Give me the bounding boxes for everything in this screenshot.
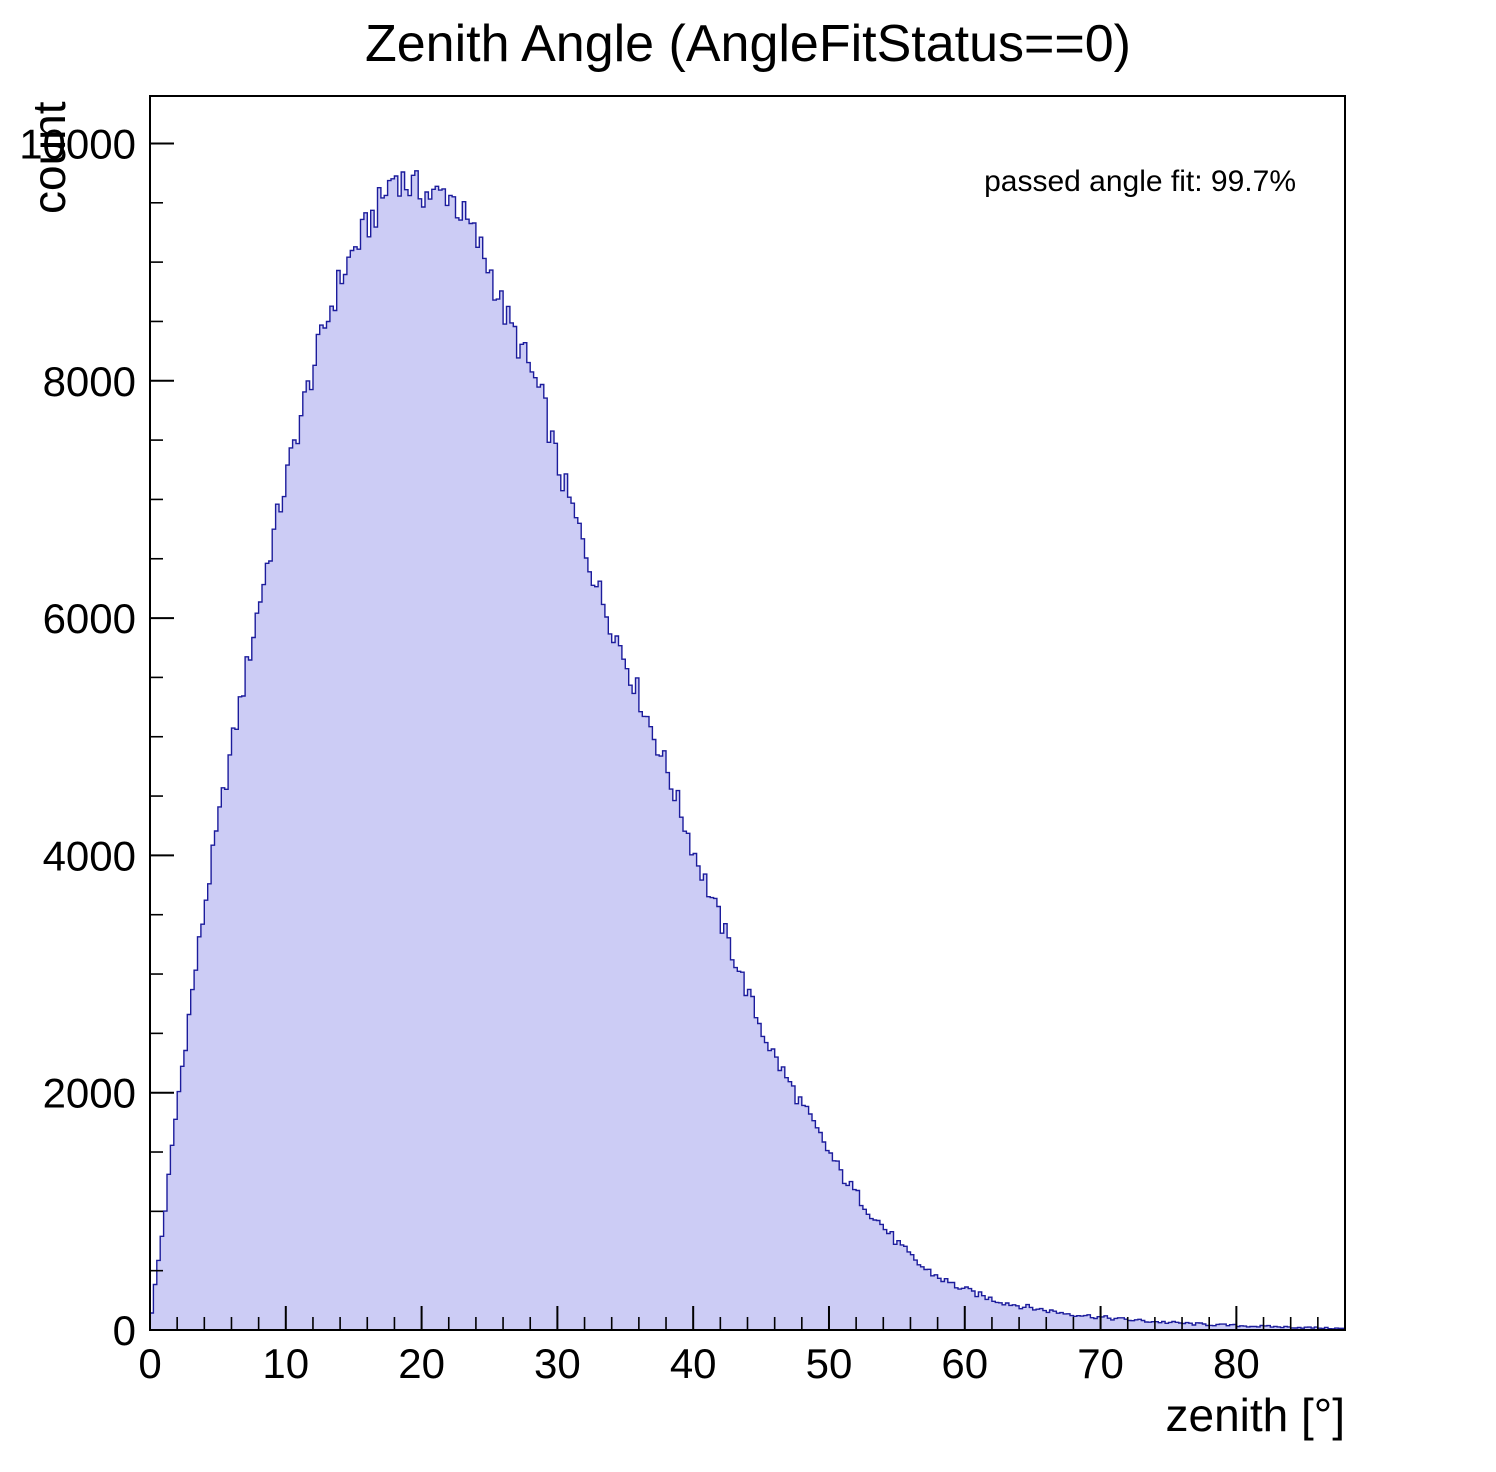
histogram-path	[149, 170, 1346, 1331]
plot-frame	[149, 95, 1346, 1331]
axis-ticks: 0 10 20 30 40 50 60 70 80 0 2000 4000 6000 8000 10000	[19, 120, 1346, 1387]
y-tick-label: 0	[113, 1307, 136, 1354]
x-tick-label: 70	[1077, 1340, 1124, 1387]
plot-frame-rect	[149, 95, 1346, 1331]
x-tick-label: 50	[806, 1340, 853, 1387]
x-tick-label: 0	[138, 1340, 161, 1387]
x-tick-label: 20	[398, 1340, 445, 1387]
x-tick-label: 80	[1213, 1340, 1260, 1387]
y-tick-label: 8000	[43, 358, 136, 405]
y-tick-label: 10000	[19, 120, 136, 167]
x-tick-label: 60	[941, 1340, 988, 1387]
x-tick-label: 30	[534, 1340, 581, 1387]
histogram-series	[149, 170, 1346, 1331]
y-tick-label: 2000	[43, 1070, 136, 1117]
y-tick-label: 6000	[43, 595, 136, 642]
x-axis-title: zenith [°]	[1165, 1389, 1346, 1441]
y-axis-title: count	[23, 101, 75, 214]
x-tick-label: 10	[262, 1340, 309, 1387]
x-tick-label: 40	[670, 1340, 717, 1387]
chart-title: Zenith Angle (AngleFitStatus==0)	[364, 15, 1131, 73]
annotation-passed-angle-fit: passed angle fit: 99.7%	[984, 165, 1296, 198]
y-tick-label: 4000	[43, 832, 136, 879]
